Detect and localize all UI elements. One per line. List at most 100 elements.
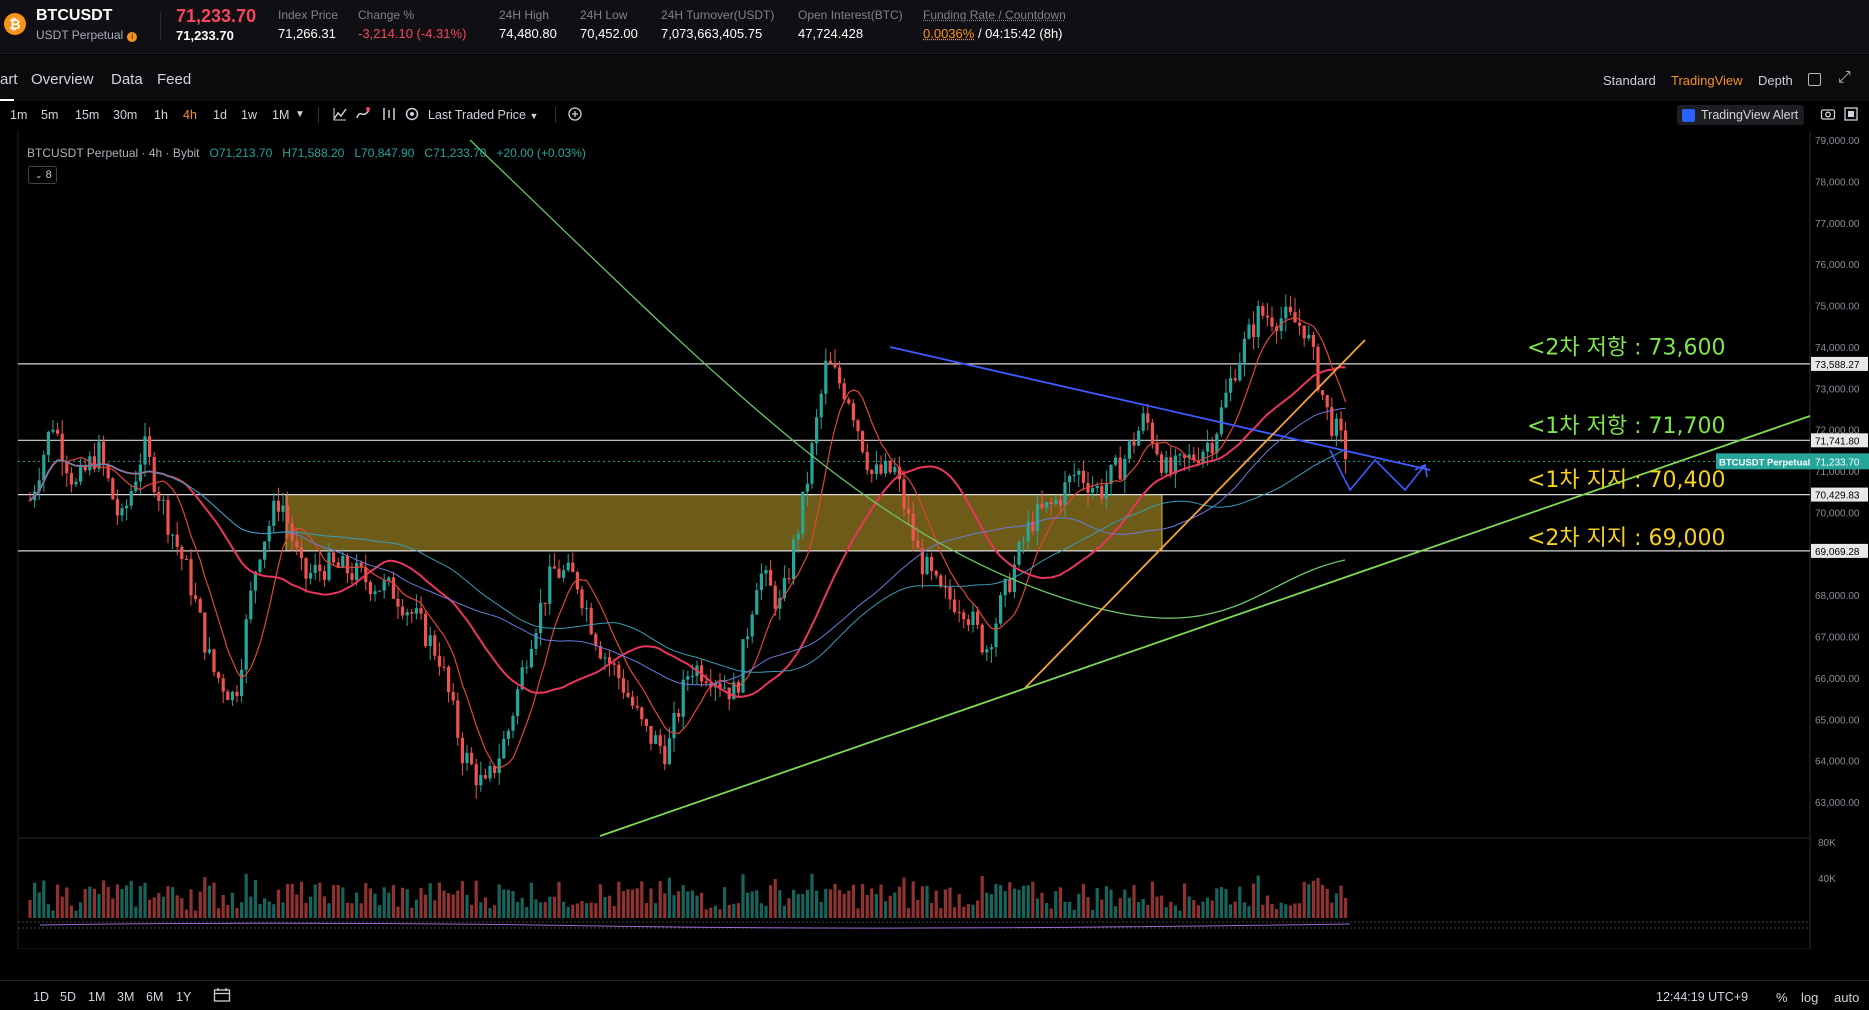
percent-toggle[interactable]: % (1776, 990, 1788, 1005)
volume-bar (474, 880, 478, 918)
log-toggle[interactable]: log (1801, 990, 1819, 1005)
arrow-icon (1414, 463, 1428, 478)
candle-body (815, 417, 819, 444)
timeframe-1m[interactable]: 1m (10, 108, 28, 122)
range-1m[interactable]: 1M (88, 990, 106, 1004)
camera-icon[interactable] (1820, 106, 1836, 125)
volume-bar (966, 904, 970, 918)
indicators-icon[interactable] (355, 106, 371, 125)
date-range-icon[interactable] (213, 987, 231, 1006)
timeframe-1d[interactable]: 1d (213, 108, 227, 122)
price-axis-background (1810, 131, 1869, 949)
candle-body (741, 639, 745, 693)
stat-label: 24H Low (580, 8, 628, 22)
range-6m[interactable]: 6M (146, 990, 164, 1004)
timeframe-1h[interactable]: 1h (154, 108, 168, 122)
candle-body (115, 499, 119, 516)
range-3m[interactable]: 3M (117, 990, 135, 1004)
settings-icon[interactable] (404, 106, 420, 125)
volume-bar (851, 884, 855, 918)
volume-bar (778, 890, 782, 918)
timeframe-1M[interactable]: 1M (272, 108, 290, 122)
candle-body (580, 589, 584, 609)
volume-bar (437, 882, 441, 918)
volume-bar (1196, 905, 1200, 918)
range-1d[interactable]: 1D (33, 990, 49, 1004)
tab-feed[interactable]: Feed (157, 71, 192, 88)
volume-bar (1160, 895, 1164, 918)
expand-icon[interactable]: ⤢ (1838, 69, 1851, 86)
index-price-stat: Index Price 71,266.31 (278, 8, 338, 41)
volume-bar (516, 902, 520, 918)
compare-icon[interactable] (381, 106, 397, 125)
price-tick-label: 68,000.00 (1815, 591, 1860, 602)
candle-body (810, 443, 814, 484)
volume-bar (148, 899, 152, 918)
candle-body (755, 590, 759, 615)
range-1y[interactable]: 1Y (176, 990, 192, 1004)
window-icon[interactable] (1808, 73, 1821, 86)
auto-toggle[interactable]: auto (1834, 990, 1860, 1005)
volume-bar (1219, 886, 1223, 918)
volume-bar (773, 878, 777, 918)
level-price-label: 71,741.80 (1815, 436, 1860, 447)
candle-body (1233, 378, 1237, 381)
volume-bar (640, 881, 644, 918)
volume-bar (92, 888, 96, 918)
volume-bar (939, 908, 943, 918)
candle-body (447, 666, 451, 693)
price-chart[interactable]: 79,000.00 78,000.00 77,000.00 76,000.00 75,0… (0, 131, 1869, 949)
add-icon[interactable] (567, 106, 583, 125)
volume-bar (1307, 884, 1311, 918)
candle-body (1339, 418, 1343, 431)
view-tradingview[interactable]: TradingView (1671, 73, 1743, 88)
fullscreen-icon[interactable] (1843, 106, 1859, 125)
candle-body (180, 546, 184, 559)
price-source-select[interactable]: Last Traded Price ▼ (428, 108, 538, 122)
info-icon[interactable]: i (127, 32, 138, 42)
timeframe-5m[interactable]: 5m (41, 108, 59, 122)
candle-body (230, 691, 234, 701)
timeframe-15m[interactable]: 15m (75, 108, 100, 122)
tradingview-alert-button[interactable]: TradingView Alert (1677, 105, 1805, 125)
volume-bar (69, 905, 73, 918)
candle-body (851, 403, 855, 421)
volume-bar (391, 885, 395, 918)
candle-body (1150, 422, 1154, 444)
chart-type-icon[interactable] (332, 106, 348, 125)
legend-open: O71,213.70 (209, 146, 273, 160)
candle-body (318, 564, 322, 572)
caret-down-icon[interactable]: ▼ (295, 109, 305, 120)
legend-change: +20.00 (+0.03%) (496, 146, 586, 160)
volume-bar (46, 904, 50, 918)
candle-body (65, 461, 69, 474)
volume-bar (539, 902, 543, 918)
volume-bar (1045, 903, 1049, 918)
range-5d[interactable]: 5D (60, 990, 76, 1004)
clock[interactable]: 12:44:19 UTC+9 (1656, 990, 1749, 1004)
timeframe-4h[interactable]: 4h (183, 108, 197, 122)
volume-bar (387, 892, 391, 918)
indicator-toggle[interactable]: ⌄ 8 (28, 166, 57, 184)
candle-body (732, 682, 736, 700)
volume-bar (1132, 885, 1136, 918)
view-depth[interactable]: Depth (1758, 73, 1793, 88)
candle-body (148, 436, 152, 457)
candle-body (893, 467, 897, 473)
timeframe-1w[interactable]: 1w (241, 108, 257, 122)
timeframe-30m[interactable]: 30m (113, 108, 138, 122)
volume-bar (585, 903, 589, 918)
tab-chart[interactable]: art (0, 71, 18, 88)
volume-bar (976, 900, 980, 918)
candle-body (355, 562, 359, 580)
tab-data[interactable]: Data (111, 71, 143, 88)
view-standard[interactable]: Standard (1603, 73, 1656, 88)
symbol-name[interactable]: BTCUSDT (36, 7, 113, 24)
candle-body (1160, 454, 1164, 473)
funding-rate-stat[interactable]: Funding Rate / Countdown 0.0036% / 04:15… (923, 8, 1066, 41)
volume-bar (479, 902, 483, 918)
tab-overview[interactable]: Overview (31, 71, 94, 88)
candle-body (442, 666, 446, 668)
volume-bar (1104, 886, 1108, 918)
volume-bar (750, 891, 754, 918)
